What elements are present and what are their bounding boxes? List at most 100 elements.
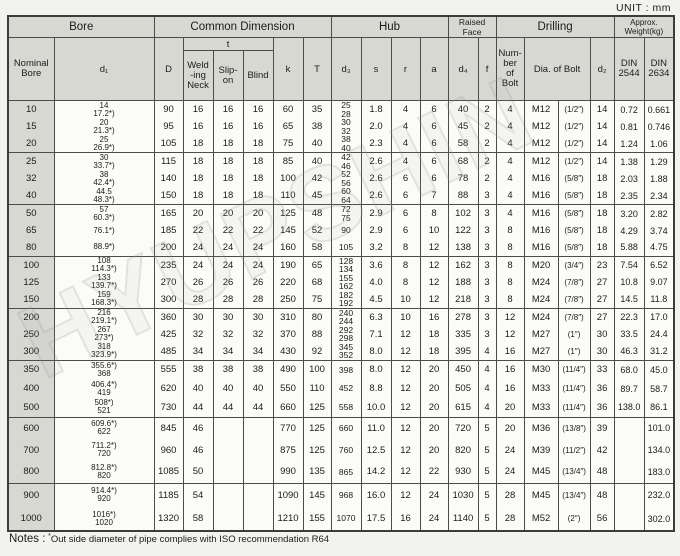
header-t-sub-row: Weld -ing Neck Slip- on Blind bbox=[8, 50, 674, 101]
cell-d2: 39 bbox=[589, 416, 615, 439]
cell-f: 4 bbox=[477, 398, 497, 417]
cell-D: 1085 bbox=[153, 461, 184, 483]
cell-f: 3 bbox=[477, 204, 497, 222]
cell-w2634: 17.0 bbox=[643, 307, 675, 326]
cell-bolt_in: (11/2″) bbox=[557, 439, 591, 461]
cell-d4: 450 bbox=[447, 359, 479, 379]
cell-k: 220 bbox=[272, 273, 304, 291]
cell-bolt_m: M45 bbox=[523, 482, 559, 507]
cell-tw: 18 bbox=[182, 152, 214, 170]
cell-d3: 345 352 bbox=[330, 342, 362, 360]
cell-bolt_in: (11/4″) bbox=[557, 379, 591, 398]
cell-bolt_m: M24 bbox=[523, 273, 559, 291]
cell-D: 845 bbox=[153, 416, 184, 439]
cell-a: 6 bbox=[419, 152, 449, 170]
cell-ts: 18 bbox=[212, 187, 244, 205]
cell-nb: 800 bbox=[7, 461, 55, 483]
cell-d4: 40 bbox=[447, 100, 479, 118]
cell-tb bbox=[242, 507, 274, 531]
cell-bolt_m: M24 bbox=[523, 307, 559, 326]
cell-r: 4 bbox=[390, 100, 421, 118]
cell-D: 1185 bbox=[153, 482, 184, 507]
cell-r: 10 bbox=[390, 290, 421, 308]
cell-d3: 558 bbox=[330, 398, 362, 417]
cell-bolt_m: M16 bbox=[523, 204, 559, 222]
cell-k: 125 bbox=[272, 204, 304, 222]
cell-bolt_m: M30 bbox=[523, 359, 559, 379]
cell-s: 2.0 bbox=[360, 118, 392, 135]
cell-w2634: 45.0 bbox=[643, 359, 675, 379]
cell-r: 4 bbox=[390, 135, 421, 153]
cell-bolt_in: (1/2″) bbox=[557, 135, 591, 153]
cell-r: 6 bbox=[390, 222, 421, 239]
cell-w2544: 0.81 bbox=[613, 118, 645, 135]
cell-n: 4 bbox=[495, 135, 525, 153]
cell-r: 8 bbox=[390, 273, 421, 291]
cell-d1: 38 42.4*) bbox=[53, 170, 155, 187]
table-row: 80 88.9*) 200 24 24 24 160 58 105 3.2 8 12 138 3 8 M16(… bbox=[7, 239, 675, 256]
cell-tb: 18 bbox=[242, 152, 274, 170]
cell-d4: 78 bbox=[447, 170, 479, 187]
cell-bolt_in: (5/8″) bbox=[557, 170, 591, 187]
cell-nb: 700 bbox=[7, 439, 55, 461]
cell-bolt_m: M33 bbox=[523, 379, 559, 398]
cell-tw: 22 bbox=[182, 222, 214, 239]
cell-w2544 bbox=[613, 507, 645, 531]
cell-f: 2 bbox=[477, 135, 497, 153]
cell-d2: 42 bbox=[589, 439, 615, 461]
cell-T: 48 bbox=[302, 204, 332, 222]
cell-d3: 398 bbox=[330, 359, 362, 379]
cell-w2544 bbox=[613, 439, 645, 461]
cell-w2634: 4.75 bbox=[643, 239, 675, 256]
cell-bolt_m: M39 bbox=[523, 439, 559, 461]
cell-d3: 105 bbox=[330, 239, 362, 256]
header-number-of-bolt: Num- ber of Bolt bbox=[495, 37, 525, 101]
cell-tb: 20 bbox=[242, 204, 274, 222]
cell-a: 20 bbox=[419, 379, 449, 398]
cell-s: 3.2 bbox=[360, 239, 392, 256]
cell-d3: 60 64 bbox=[330, 187, 362, 205]
table-body: 10 14 17.2*) 90 16 16 16 60 35 25 28 1.8 4 6 40 2 4 M12… bbox=[7, 100, 675, 531]
cell-ts bbox=[212, 482, 244, 507]
cell-bolt_m: M16 bbox=[523, 187, 559, 205]
cell-k: 60 bbox=[272, 100, 304, 118]
cell-d2: 18 bbox=[589, 170, 615, 187]
cell-w2634: 1.06 bbox=[643, 135, 675, 153]
cell-ts: 26 bbox=[212, 273, 244, 291]
cell-nb: 32 bbox=[7, 170, 55, 187]
cell-tw: 26 bbox=[182, 273, 214, 291]
cell-s: 2.9 bbox=[360, 222, 392, 239]
cell-d1: 711.2*) 720 bbox=[53, 439, 155, 461]
cell-k: 160 bbox=[272, 239, 304, 256]
cell-a: 24 bbox=[419, 507, 449, 531]
cell-d4: 188 bbox=[447, 273, 479, 291]
cell-bolt_m: M16 bbox=[523, 239, 559, 256]
header-blind: Blind bbox=[242, 50, 274, 101]
cell-ts: 16 bbox=[212, 100, 244, 118]
cell-w2544: 68.0 bbox=[613, 359, 645, 379]
header-s: s bbox=[360, 37, 392, 101]
cell-f: 2 bbox=[477, 100, 497, 118]
cell-d3: 865 bbox=[330, 461, 362, 483]
cell-f: 5 bbox=[477, 482, 497, 507]
flange-dimension-table: Bore Common Dimension Hub Raised Face Dr… bbox=[7, 15, 676, 532]
cell-T: 125 bbox=[302, 398, 332, 417]
cell-s: 17.5 bbox=[360, 507, 392, 531]
cell-tw: 46 bbox=[182, 416, 214, 439]
cell-tw: 16 bbox=[182, 118, 214, 135]
cell-D: 960 bbox=[153, 439, 184, 461]
cell-tw: 46 bbox=[182, 439, 214, 461]
cell-ts: 24 bbox=[212, 239, 244, 256]
cell-d3: 90 bbox=[330, 222, 362, 239]
cell-D: 90 bbox=[153, 100, 184, 118]
table-row: 125 133 139.7*) 270 26 26 26 220 68 155 162 4.0 8 1… bbox=[7, 273, 675, 291]
cell-n: 8 bbox=[495, 222, 525, 239]
cell-d2: 23 bbox=[589, 255, 615, 274]
cell-s: 12.5 bbox=[360, 439, 392, 461]
cell-n: 16 bbox=[495, 342, 525, 360]
cell-s: 8.0 bbox=[360, 342, 392, 360]
header-d3: d₃ bbox=[330, 37, 362, 101]
cell-T: 42 bbox=[302, 170, 332, 187]
cell-a: 6 bbox=[419, 135, 449, 153]
table-row: 25 30 33.7*) 115 18 18 18 85 40 42 46 2.6 4 6 68 2 4 M1… bbox=[7, 152, 675, 170]
